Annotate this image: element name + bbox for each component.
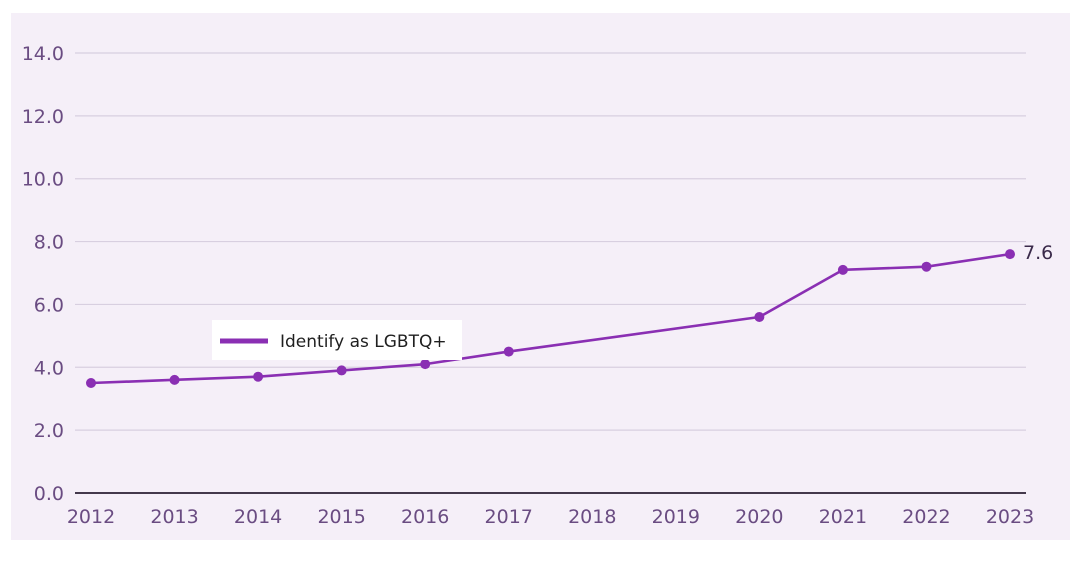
x-tick-label: 2022 — [902, 506, 950, 528]
y-tick-label: 0.0 — [34, 483, 64, 505]
data-point-2013 — [169, 374, 180, 385]
data-point-2015 — [336, 365, 347, 376]
y-tick-label: 12.0 — [22, 106, 64, 128]
data-point-2021 — [837, 264, 848, 275]
data-point-2014 — [253, 371, 264, 382]
y-axis: 0.0 2.0 4.0 6.0 8.0 10.0 12.0 14.0 — [22, 43, 64, 505]
x-tick-label: 2012 — [67, 506, 115, 528]
x-tick-label: 2020 — [735, 506, 783, 528]
x-tick-label: 2019 — [652, 506, 700, 528]
plot-background — [11, 13, 1070, 540]
series-identify-as-lgbtq — [86, 249, 1015, 388]
x-tick-label: 2021 — [819, 506, 867, 528]
y-tick-label: 6.0 — [34, 294, 64, 316]
y-tick-label: 8.0 — [34, 232, 64, 254]
y-tick-label: 10.0 — [22, 169, 64, 191]
x-tick-label: 2023 — [986, 506, 1034, 528]
y-tick-label: 14.0 — [22, 43, 64, 65]
data-point-2023 — [1005, 249, 1015, 260]
x-tick-label: 2017 — [485, 506, 533, 528]
legend-label: Identify as LGBTQ+ — [280, 332, 447, 352]
data-point-2017 — [503, 346, 514, 357]
data-label: 7.6 — [1023, 242, 1053, 264]
data-point-2012 — [86, 378, 96, 388]
data-point-2020 — [754, 312, 765, 322]
x-tick-label: 2014 — [234, 506, 282, 528]
x-tick-label: 2013 — [150, 506, 198, 528]
y-tick-label: 2.0 — [34, 420, 64, 442]
series-line — [90, 252, 1011, 385]
x-tick-label: 2015 — [317, 506, 365, 528]
gridlines — [75, 52, 1026, 431]
x-tick-label: 2016 — [401, 506, 449, 528]
y-tick-label: 4.0 — [34, 357, 64, 379]
data-labels: 7.6 — [1023, 242, 1053, 264]
legend: Identify as LGBTQ+ — [212, 320, 462, 360]
x-axis: 2012 2013 2014 2015 2016 2017 2018 2019 2020 2021… — [67, 492, 1034, 528]
x-tick-label: 2018 — [568, 506, 616, 528]
data-point-2022 — [921, 261, 932, 272]
data-point-2016 — [420, 359, 431, 370]
